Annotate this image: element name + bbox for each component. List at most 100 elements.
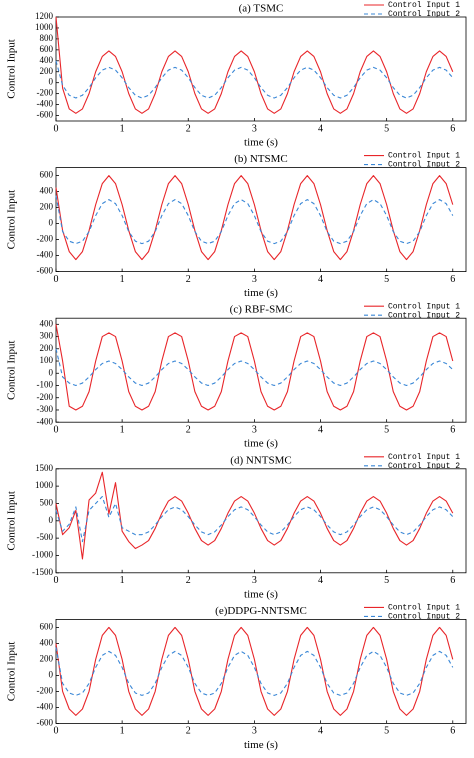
y-tick-label: 500 bbox=[40, 498, 54, 508]
y-axis-label: Control Input bbox=[6, 190, 18, 250]
x-tick-label: 5 bbox=[384, 123, 389, 134]
data-line bbox=[55, 471, 454, 560]
data-line bbox=[55, 647, 454, 696]
legend-label: Control Input 1 bbox=[388, 453, 460, 462]
legend-label: Control Input 1 bbox=[388, 302, 460, 311]
x-tick-label: 3 bbox=[252, 123, 257, 134]
y-tick-label: 0 bbox=[49, 515, 54, 525]
x-tick-label: 3 bbox=[252, 726, 257, 737]
y-tick-label: -200 bbox=[37, 88, 54, 98]
x-tick-label: 5 bbox=[384, 424, 389, 435]
x-tick-label: 4 bbox=[318, 424, 323, 435]
legend-label: Control Input 2 bbox=[388, 161, 460, 170]
y-tick-label: -300 bbox=[37, 404, 54, 414]
y-axis-label: Control Input bbox=[6, 340, 18, 400]
y-tick-label: 400 bbox=[40, 318, 54, 328]
data-line bbox=[55, 348, 454, 387]
y-tick-label: -200 bbox=[37, 685, 54, 695]
data-line bbox=[55, 324, 454, 411]
panel: (b) NTSMC -600 -400 -200 0 200 400 600 0 1 2 3 4 5 6 ti… bbox=[6, 152, 467, 299]
x-tick-label: 4 bbox=[318, 123, 323, 134]
x-tick-label: 1 bbox=[120, 726, 125, 737]
panel: (c) RBF-SMC -400 -300 -200 -100 0 100 200 300 400… bbox=[6, 302, 467, 450]
x-tick-label: 2 bbox=[186, 274, 191, 285]
x-tick-label: 1 bbox=[120, 575, 125, 586]
y-tick-label: -400 bbox=[37, 99, 54, 109]
y-tick-label: -600 bbox=[37, 110, 54, 120]
y-tick-label: -200 bbox=[37, 234, 54, 244]
x-tick-label: 5 bbox=[384, 274, 389, 285]
y-tick-label: -400 bbox=[37, 701, 54, 711]
x-tick-label: 5 bbox=[384, 726, 389, 737]
x-tick-label: 0 bbox=[54, 274, 59, 285]
y-tick-label: -400 bbox=[37, 416, 54, 426]
data-line bbox=[55, 175, 454, 261]
x-tick-label: 0 bbox=[54, 726, 59, 737]
y-tick-label: 200 bbox=[40, 202, 54, 212]
chart-title: (d) NNTSMC bbox=[230, 454, 291, 466]
data-line bbox=[55, 60, 454, 99]
x-tick-label: 1 bbox=[120, 424, 125, 435]
y-tick-label: -1000 bbox=[32, 550, 53, 560]
x-tick-label: 2 bbox=[186, 123, 191, 134]
x-tick-label: 5 bbox=[384, 575, 389, 586]
x-tick-label: 2 bbox=[186, 424, 191, 435]
legend-label: Control Input 2 bbox=[388, 462, 460, 471]
legend-label: Control Input 1 bbox=[388, 152, 460, 161]
panel: (e)DDPG-NNTSMC -600 -400 -200 0 200 400 600 0 1 2 3… bbox=[6, 604, 467, 751]
x-axis-label: time (s) bbox=[244, 137, 278, 149]
x-tick-label: 1 bbox=[120, 123, 125, 134]
x-tick-label: 2 bbox=[186, 575, 191, 586]
chart-title: (e)DDPG-NNTSMC bbox=[215, 605, 307, 617]
x-tick-label: 6 bbox=[450, 123, 455, 134]
x-axis-label: time (s) bbox=[244, 287, 278, 299]
chart-title: (b) NTSMC bbox=[234, 153, 287, 165]
y-tick-label: 1200 bbox=[35, 11, 54, 21]
x-tick-label: 6 bbox=[450, 274, 455, 285]
y-tick-label: 600 bbox=[40, 44, 54, 54]
plot-frame bbox=[55, 16, 467, 122]
x-tick-label: 4 bbox=[318, 575, 323, 586]
plot-frame bbox=[55, 167, 467, 273]
plot-frame bbox=[55, 619, 467, 724]
x-axis-label: time (s) bbox=[244, 739, 278, 751]
y-tick-label: -100 bbox=[37, 380, 54, 390]
y-tick-label: -600 bbox=[37, 266, 54, 276]
x-tick-label: 3 bbox=[252, 575, 257, 586]
y-tick-label: 100 bbox=[40, 355, 54, 365]
data-line bbox=[55, 495, 454, 543]
chart-title: (c) RBF-SMC bbox=[230, 304, 293, 316]
y-tick-label: -500 bbox=[37, 532, 54, 542]
x-tick-label: 0 bbox=[54, 123, 59, 134]
legend-label: Control Input 2 bbox=[388, 10, 460, 19]
x-tick-label: 1 bbox=[120, 274, 125, 285]
y-axis-label: Control Input bbox=[6, 642, 18, 702]
plot-frame bbox=[55, 468, 467, 574]
plot-frame bbox=[55, 317, 467, 423]
x-tick-label: 4 bbox=[318, 274, 323, 285]
x-tick-label: 4 bbox=[318, 726, 323, 737]
y-tick-label: 400 bbox=[40, 55, 54, 65]
panel: (a) TSMC-600-400-20002004006008001000120… bbox=[6, 1, 467, 149]
legend-label: Control Input 1 bbox=[388, 1, 460, 10]
data-line bbox=[55, 626, 454, 716]
y-tick-label: 400 bbox=[40, 637, 54, 647]
y-tick-label: 200 bbox=[40, 653, 54, 663]
x-tick-label: 0 bbox=[54, 575, 59, 586]
y-tick-label: 600 bbox=[40, 170, 54, 180]
y-tick-label: 0 bbox=[49, 218, 54, 228]
x-tick-label: 3 bbox=[252, 274, 257, 285]
y-tick-label: -1500 bbox=[32, 567, 53, 577]
y-tick-label: 0 bbox=[49, 669, 54, 679]
x-axis-label: time (s) bbox=[244, 438, 278, 450]
y-axis-label: Control Input bbox=[6, 39, 18, 99]
y-tick-label: 1000 bbox=[35, 480, 54, 490]
x-tick-label: 6 bbox=[450, 726, 455, 737]
chart-title: (a) TSMC bbox=[239, 3, 284, 15]
y-axis-label: Control Input bbox=[6, 491, 18, 551]
x-tick-label: 3 bbox=[252, 424, 257, 435]
y-tick-label: 400 bbox=[40, 186, 54, 196]
y-tick-label: -200 bbox=[37, 392, 54, 402]
y-tick-label: 0 bbox=[49, 77, 54, 87]
x-tick-label: 6 bbox=[450, 575, 455, 586]
